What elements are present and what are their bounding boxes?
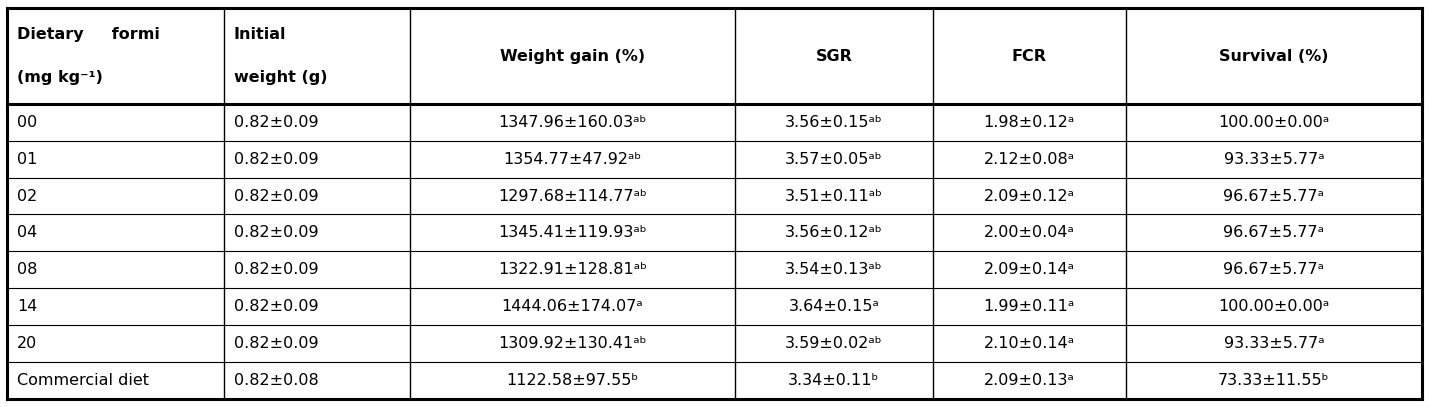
Text: 100.00±0.00ᵃ: 100.00±0.00ᵃ (1219, 115, 1329, 130)
Text: 1354.77±47.92ᵃᵇ: 1354.77±47.92ᵃᵇ (503, 152, 642, 167)
Text: 0.82±0.09: 0.82±0.09 (234, 225, 319, 241)
Text: 00: 00 (17, 115, 37, 130)
Text: Survival (%): Survival (%) (1219, 48, 1329, 63)
Text: weight (g): weight (g) (234, 70, 327, 85)
Text: FCR: FCR (1012, 48, 1047, 63)
Text: 2.09±0.12ᵃ: 2.09±0.12ᵃ (985, 188, 1075, 204)
Text: 3.34±0.11ᵇ: 3.34±0.11ᵇ (789, 373, 879, 388)
Text: 1.99±0.11ᵃ: 1.99±0.11ᵃ (983, 299, 1075, 314)
Text: 0.82±0.09: 0.82±0.09 (234, 115, 319, 130)
Text: 1322.91±128.81ᵃᵇ: 1322.91±128.81ᵃᵇ (497, 262, 647, 277)
Text: 3.64±0.15ᵃ: 3.64±0.15ᵃ (789, 299, 879, 314)
Text: 08: 08 (17, 262, 37, 277)
Text: 1122.58±97.55ᵇ: 1122.58±97.55ᵇ (506, 373, 639, 388)
Text: 0.82±0.09: 0.82±0.09 (234, 336, 319, 351)
Text: Initial: Initial (234, 27, 286, 42)
Text: 2.10±0.14ᵃ: 2.10±0.14ᵃ (983, 336, 1075, 351)
Text: 93.33±5.77ᵃ: 93.33±5.77ᵃ (1223, 336, 1325, 351)
Text: 3.59±0.02ᵃᵇ: 3.59±0.02ᵃᵇ (785, 336, 883, 351)
Text: 04: 04 (17, 225, 37, 241)
Text: (mg kg⁻¹): (mg kg⁻¹) (17, 70, 103, 85)
Text: 14: 14 (17, 299, 37, 314)
Text: 02: 02 (17, 188, 37, 204)
Text: 96.67±5.77ᵃ: 96.67±5.77ᵃ (1223, 188, 1325, 204)
Text: Dietary     formi: Dietary formi (17, 27, 160, 42)
Text: 96.67±5.77ᵃ: 96.67±5.77ᵃ (1223, 262, 1325, 277)
Text: 3.56±0.15ᵃᵇ: 3.56±0.15ᵃᵇ (785, 115, 883, 130)
Text: 3.56±0.12ᵃᵇ: 3.56±0.12ᵃᵇ (785, 225, 883, 241)
Text: 1444.06±174.07ᵃ: 1444.06±174.07ᵃ (502, 299, 643, 314)
Text: 2.09±0.13ᵃ: 2.09±0.13ᵃ (985, 373, 1075, 388)
Text: 2.00±0.04ᵃ: 2.00±0.04ᵃ (985, 225, 1075, 241)
Text: 100.00±0.00ᵃ: 100.00±0.00ᵃ (1219, 299, 1329, 314)
Text: 73.33±11.55ᵇ: 73.33±11.55ᵇ (1218, 373, 1330, 388)
Text: 0.82±0.09: 0.82±0.09 (234, 152, 319, 167)
Text: 0.82±0.09: 0.82±0.09 (234, 299, 319, 314)
Text: 1297.68±114.77ᵃᵇ: 1297.68±114.77ᵃᵇ (497, 188, 647, 204)
Text: 20: 20 (17, 336, 37, 351)
Text: 1309.92±130.41ᵃᵇ: 1309.92±130.41ᵃᵇ (499, 336, 647, 351)
Text: 2.12±0.08ᵃ: 2.12±0.08ᵃ (983, 152, 1075, 167)
Text: 0.82±0.09: 0.82±0.09 (234, 188, 319, 204)
Text: 1347.96±160.03ᵃᵇ: 1347.96±160.03ᵃᵇ (499, 115, 647, 130)
Text: Commercial diet: Commercial diet (17, 373, 149, 388)
Text: 0.82±0.09: 0.82±0.09 (234, 262, 319, 277)
Text: Weight gain (%): Weight gain (%) (500, 48, 644, 63)
Text: 96.67±5.77ᵃ: 96.67±5.77ᵃ (1223, 225, 1325, 241)
Text: 93.33±5.77ᵃ: 93.33±5.77ᵃ (1223, 152, 1325, 167)
Text: 01: 01 (17, 152, 37, 167)
Text: 3.51±0.11ᵃᵇ: 3.51±0.11ᵃᵇ (785, 188, 883, 204)
Text: 2.09±0.14ᵃ: 2.09±0.14ᵃ (985, 262, 1075, 277)
Text: 0.82±0.08: 0.82±0.08 (234, 373, 319, 388)
Text: 1.98±0.12ᵃ: 1.98±0.12ᵃ (983, 115, 1075, 130)
Text: SGR: SGR (816, 48, 852, 63)
Text: 3.57±0.05ᵃᵇ: 3.57±0.05ᵃᵇ (785, 152, 883, 167)
Text: 1345.41±119.93ᵃᵇ: 1345.41±119.93ᵃᵇ (499, 225, 647, 241)
Text: 3.54±0.13ᵃᵇ: 3.54±0.13ᵃᵇ (785, 262, 883, 277)
